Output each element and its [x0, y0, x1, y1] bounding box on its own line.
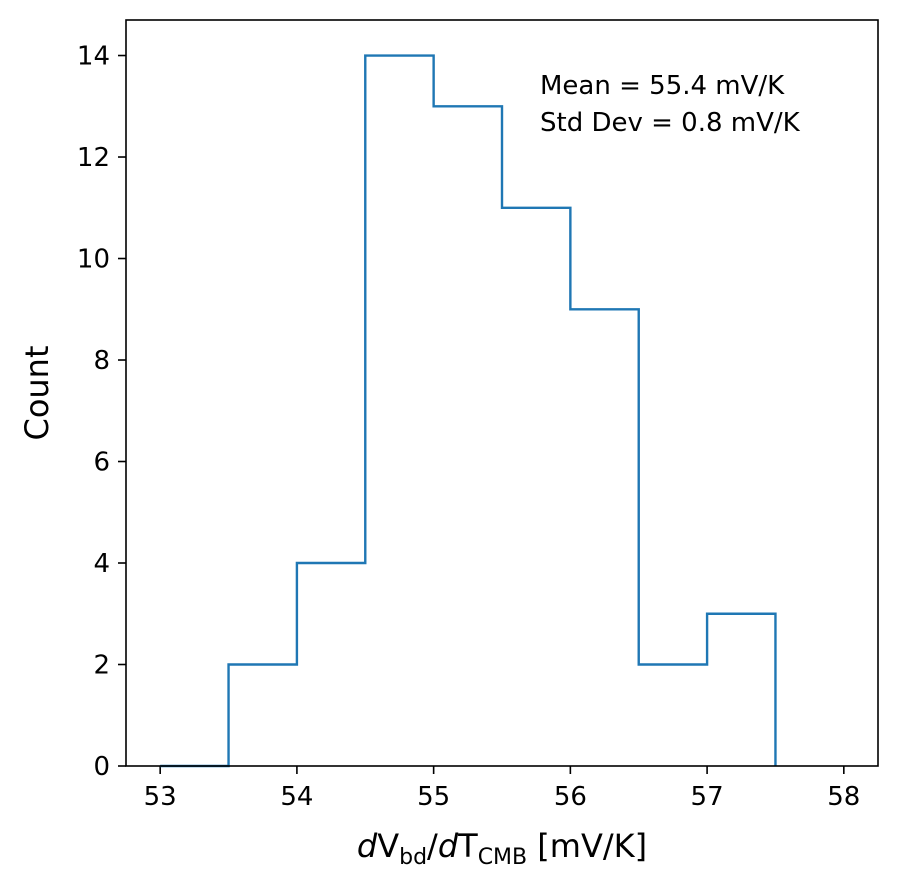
y-tick-label: 6 [93, 448, 110, 478]
x-tick-label: 53 [144, 782, 177, 812]
y-axis-label: Count [18, 345, 56, 440]
x-tick-label: 57 [691, 782, 724, 812]
x-tick-label: 54 [280, 782, 313, 812]
x-tick-label: 55 [417, 782, 450, 812]
plot-area-frame [125, 19, 879, 767]
x-axis-label: dVbd/dTCMB [mV/K] [357, 827, 647, 870]
x-tick-label: 56 [554, 782, 587, 812]
x-tick-label: 58 [827, 782, 860, 812]
y-tick-label: 4 [93, 549, 110, 579]
histogram-step-line [160, 54, 777, 768]
annotation-mean: Mean = 55.4 mV/K [540, 71, 785, 101]
y-tick-label: 10 [77, 245, 110, 275]
y-tick-label: 2 [93, 651, 110, 681]
y-axis-ticks: 0 2 4 6 8 10 12 14 [77, 42, 126, 782]
x-axis-ticks: 53 54 55 56 57 58 [144, 766, 860, 812]
y-tick-label: 0 [93, 752, 110, 782]
annotation-std-dev: Std Dev = 0.8 mV/K [540, 108, 801, 138]
y-tick-label: 8 [93, 346, 110, 376]
y-tick-label: 14 [77, 42, 110, 72]
y-tick-label: 12 [77, 143, 110, 173]
